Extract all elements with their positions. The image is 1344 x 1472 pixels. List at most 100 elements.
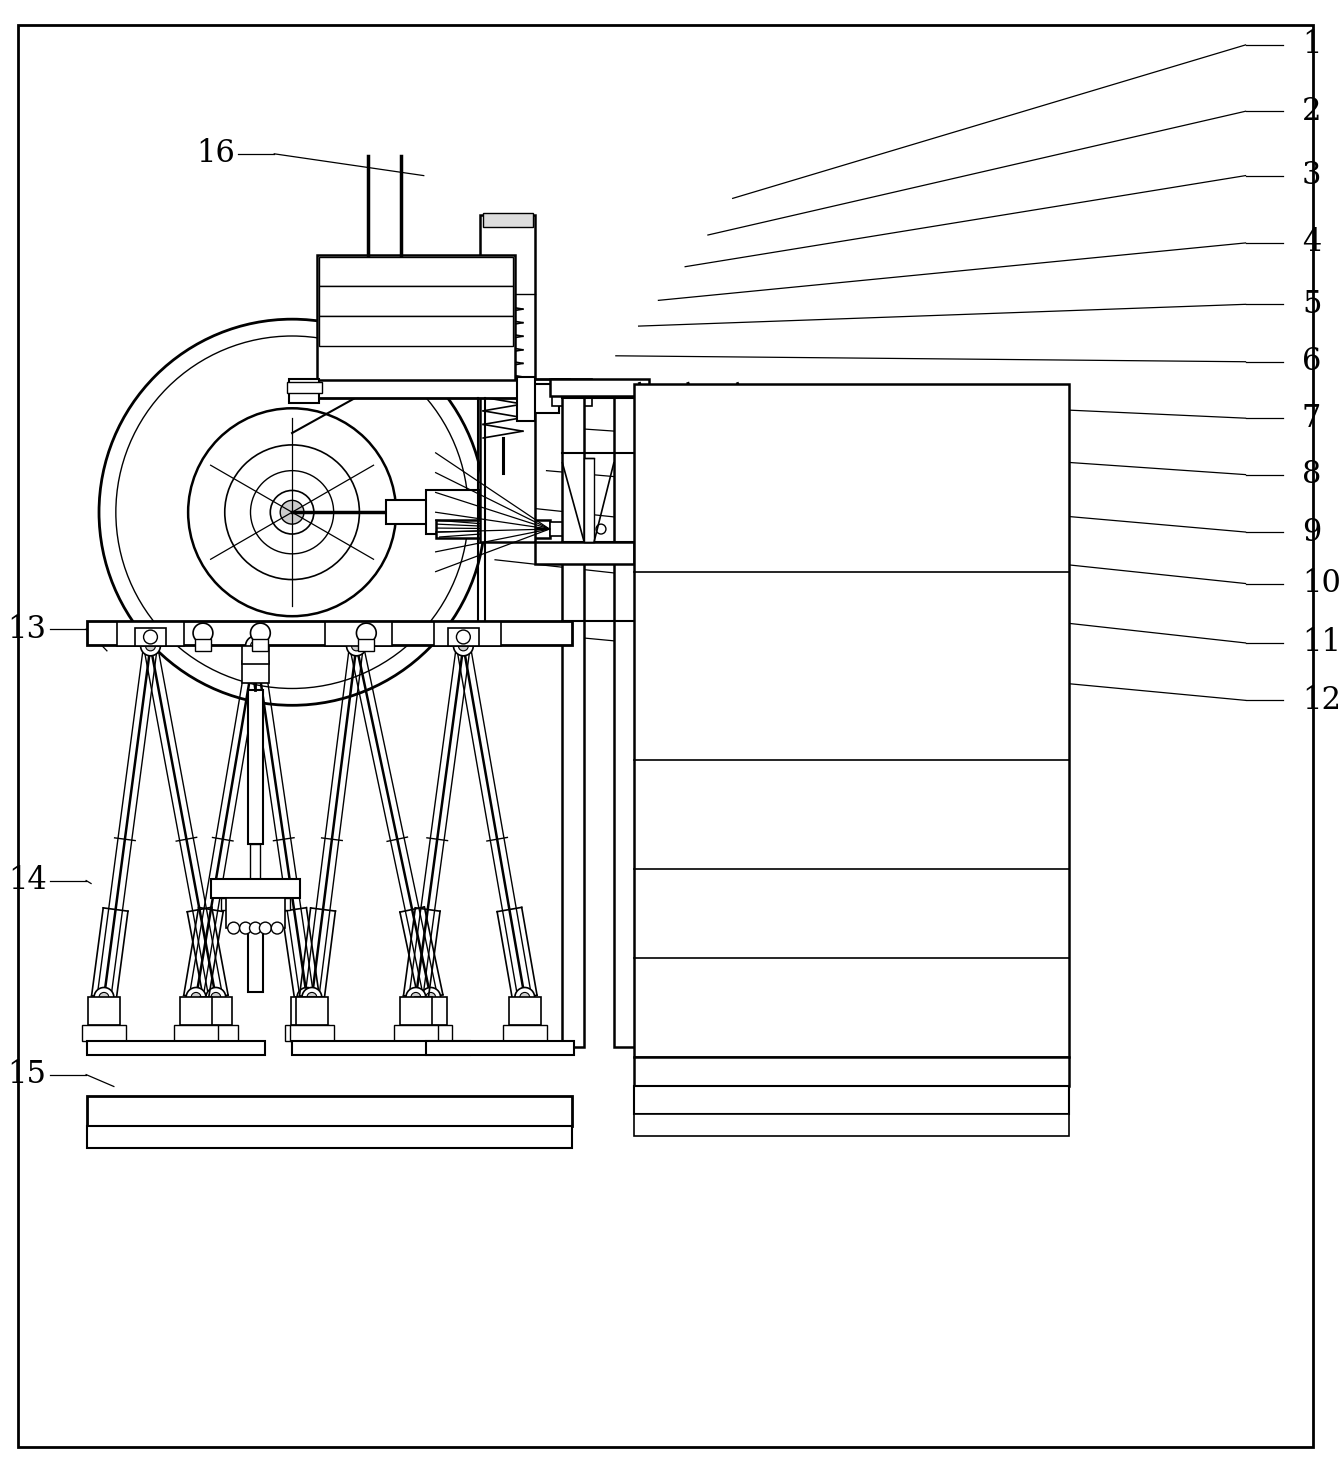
Bar: [448, 629, 480, 646]
Circle shape: [94, 988, 114, 1007]
Bar: [325, 623, 392, 646]
Bar: [226, 898, 285, 927]
Bar: [211, 879, 300, 898]
Bar: [517, 377, 535, 421]
Text: 14: 14: [8, 866, 47, 896]
Bar: [633, 1057, 1070, 1086]
Circle shape: [194, 623, 212, 643]
Circle shape: [227, 921, 239, 935]
Circle shape: [302, 988, 321, 1007]
Bar: [242, 646, 269, 664]
Circle shape: [270, 490, 314, 534]
Circle shape: [515, 988, 535, 1007]
Bar: [247, 927, 263, 992]
Bar: [220, 898, 290, 910]
Bar: [253, 639, 269, 651]
Bar: [82, 1025, 126, 1041]
Text: 16: 16: [196, 138, 235, 169]
Bar: [247, 690, 263, 843]
Circle shape: [206, 988, 226, 1007]
Bar: [480, 215, 535, 542]
Circle shape: [250, 623, 270, 643]
Bar: [195, 639, 211, 651]
Text: 5: 5: [1302, 289, 1321, 319]
Circle shape: [239, 921, 251, 935]
Circle shape: [406, 988, 426, 1007]
Bar: [482, 213, 532, 227]
Circle shape: [145, 640, 156, 651]
Circle shape: [595, 524, 606, 534]
Circle shape: [250, 640, 261, 651]
Circle shape: [211, 992, 220, 1002]
Circle shape: [224, 445, 359, 580]
Bar: [89, 998, 120, 1025]
Circle shape: [250, 471, 333, 553]
Text: 15: 15: [8, 1060, 47, 1091]
Bar: [250, 843, 261, 883]
Bar: [290, 1025, 333, 1041]
Circle shape: [501, 259, 515, 274]
Circle shape: [347, 636, 367, 657]
Bar: [87, 1041, 265, 1055]
Text: 3: 3: [1302, 160, 1321, 191]
Circle shape: [141, 636, 160, 657]
Bar: [200, 998, 231, 1025]
Bar: [401, 998, 431, 1025]
Text: 2: 2: [1302, 96, 1321, 127]
Circle shape: [564, 381, 585, 402]
Bar: [562, 393, 585, 1047]
Circle shape: [99, 319, 485, 705]
Bar: [476, 344, 493, 389]
Circle shape: [458, 640, 468, 651]
Bar: [394, 1025, 438, 1041]
Bar: [426, 490, 480, 534]
Text: 12: 12: [1302, 684, 1341, 715]
Bar: [319, 316, 513, 346]
Circle shape: [570, 524, 581, 534]
Circle shape: [558, 524, 567, 534]
Bar: [317, 255, 515, 380]
Bar: [296, 998, 328, 1025]
Circle shape: [352, 640, 362, 651]
Circle shape: [426, 992, 435, 1002]
Bar: [614, 393, 636, 1047]
Circle shape: [191, 992, 202, 1002]
Bar: [633, 1114, 1070, 1136]
Bar: [289, 378, 319, 403]
Circle shape: [421, 988, 441, 1007]
Bar: [180, 998, 212, 1025]
Text: 13: 13: [8, 614, 47, 645]
Bar: [386, 500, 485, 524]
Bar: [585, 458, 594, 542]
Bar: [319, 287, 513, 316]
Circle shape: [271, 921, 284, 935]
Bar: [87, 1097, 573, 1126]
Bar: [552, 378, 593, 406]
Circle shape: [356, 623, 376, 643]
Circle shape: [583, 524, 593, 534]
Bar: [633, 384, 1070, 1057]
Bar: [194, 1025, 238, 1041]
Bar: [292, 1041, 470, 1055]
Bar: [434, 623, 501, 646]
Circle shape: [185, 988, 206, 1007]
Bar: [415, 998, 446, 1025]
Bar: [509, 998, 540, 1025]
Circle shape: [246, 636, 265, 657]
Text: 1: 1: [1302, 29, 1321, 60]
Bar: [633, 1086, 1070, 1114]
Circle shape: [259, 921, 271, 935]
Circle shape: [520, 992, 530, 1002]
Bar: [435, 520, 550, 537]
Text: 9: 9: [1302, 517, 1321, 548]
Bar: [551, 523, 566, 536]
Text: 11: 11: [1302, 627, 1341, 658]
Bar: [535, 542, 633, 564]
Bar: [473, 342, 495, 350]
Bar: [409, 1025, 453, 1041]
Circle shape: [297, 988, 317, 1007]
Bar: [503, 1025, 547, 1041]
Text: 4: 4: [1302, 228, 1321, 259]
Bar: [292, 378, 570, 399]
Bar: [550, 378, 649, 396]
